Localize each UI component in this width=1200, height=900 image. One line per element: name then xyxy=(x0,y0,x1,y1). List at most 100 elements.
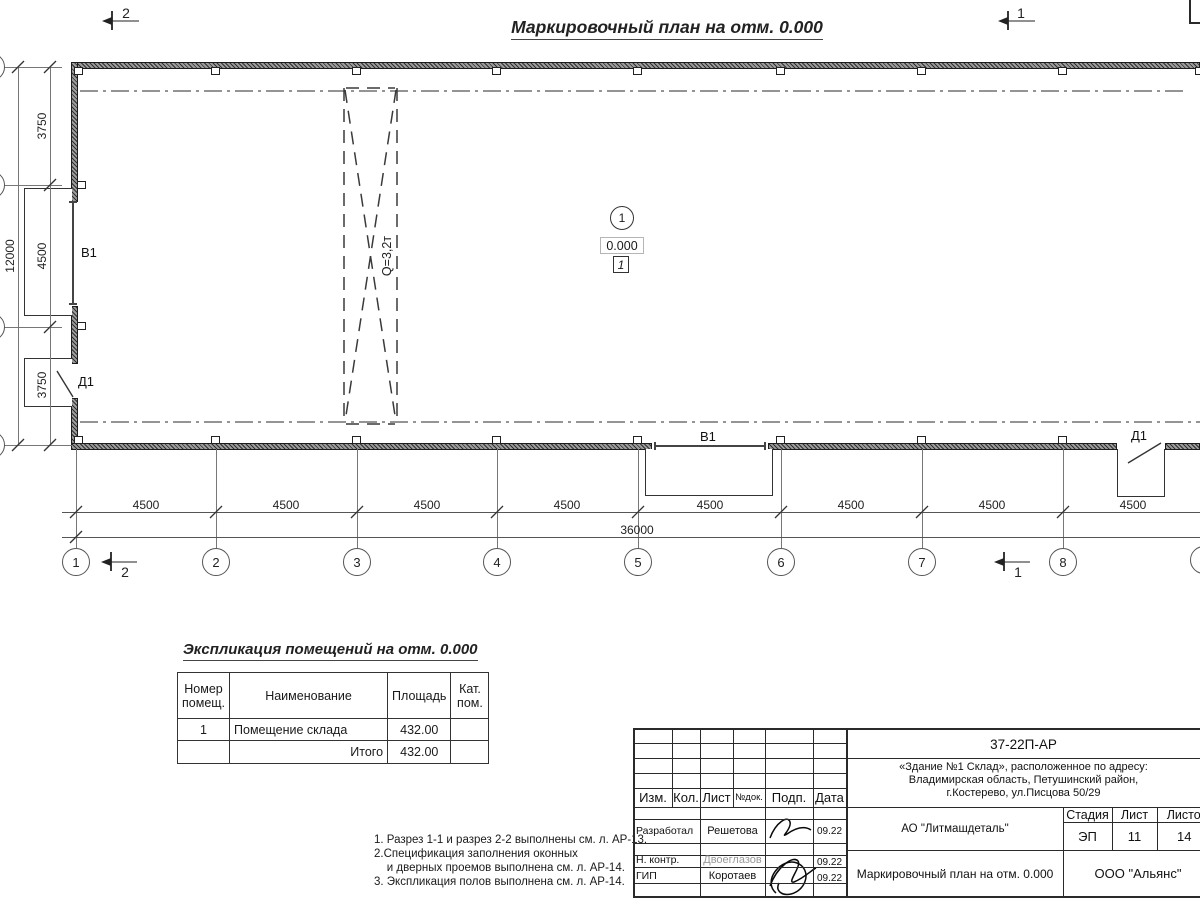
axis-number: 6 xyxy=(777,554,785,570)
col-header-category: Кат. пом. xyxy=(450,672,490,719)
pilaster xyxy=(1195,67,1200,75)
cell-room-category xyxy=(450,718,490,741)
gate-left-leaf xyxy=(72,203,74,304)
axis-number: 8 xyxy=(1059,554,1067,570)
col-header-number: Номер помещ. xyxy=(176,672,231,719)
wall-left-middle xyxy=(71,306,78,364)
col-ndoc: №док. xyxy=(735,792,763,803)
pilaster xyxy=(633,67,642,75)
axis-number: 1 xyxy=(72,554,80,570)
note-line: 2.Спецификация заполнения оконных xyxy=(374,848,578,861)
axis-line-2 xyxy=(216,449,217,548)
explication-table: Номер помещ. Наименование Площадь Кат. п… xyxy=(176,672,490,764)
cell-room-number: 1 xyxy=(176,718,231,741)
dim-left-1: 4500 xyxy=(35,242,49,270)
gate-left-cap-top xyxy=(69,201,77,203)
dim-bay-0: 4500 xyxy=(132,498,160,512)
titleblock-line xyxy=(733,728,734,807)
titleblock-line xyxy=(1112,807,1113,850)
dimension-line-bays xyxy=(62,512,1200,513)
titleblock-line xyxy=(700,728,701,897)
gate-left-label: В1 xyxy=(81,245,97,260)
axis-number: 3 xyxy=(353,554,361,570)
gate-left-apron xyxy=(24,188,72,316)
gate-left-cap-bottom xyxy=(69,303,77,305)
section-arrows xyxy=(101,11,1035,571)
cutoff-fragment-line xyxy=(1189,22,1200,24)
axis-number: 7 xyxy=(918,554,926,570)
name-developer: Решетова xyxy=(707,825,758,837)
pilaster xyxy=(77,181,86,189)
elevation-value: 0.000 xyxy=(600,237,644,254)
section-mark-1-top: 1 xyxy=(1017,5,1025,21)
gate-bottom-cap-right xyxy=(764,442,766,450)
date-ncontrol: 09.22 xyxy=(816,856,843,868)
extension-line xyxy=(2,327,62,328)
cell-total-area: 432.00 xyxy=(387,740,452,764)
extension-line xyxy=(2,445,72,446)
sheets-value: 14 xyxy=(1177,828,1192,844)
door-bottom-label: Д1 xyxy=(1131,428,1148,443)
axis-circle-row xyxy=(0,313,5,341)
col-list: Лист xyxy=(702,790,731,805)
cell-room-area: 432.00 xyxy=(387,718,452,741)
cell-total-label: Итого xyxy=(229,740,389,764)
sheets-label: Листов xyxy=(1166,807,1200,822)
cell-room-name: Помещение склада xyxy=(229,718,389,741)
address-line-2: Владимирская область, Петушинский район, xyxy=(908,774,1139,786)
col-podp: Подп. xyxy=(771,790,807,805)
note-line: и дверных проемов выполнена см. л. АР-14… xyxy=(374,862,625,875)
gate-bottom-cap-left xyxy=(654,442,656,450)
pilaster xyxy=(1058,436,1067,444)
axis-line-5 xyxy=(638,449,639,548)
stage-label: Стадия xyxy=(1066,807,1109,822)
sheet-title: Маркировочный план на отм. 0.000 xyxy=(856,866,1054,881)
notes-block: 1. Разрез 1-1 и разрез 2-2 выполнены см.… xyxy=(374,833,647,889)
company-name: ООО "Альянс" xyxy=(1094,866,1182,881)
dim-bay-3: 4500 xyxy=(553,498,581,512)
client-name: АО "Литмашдеталь" xyxy=(901,822,1009,835)
titleblock-border xyxy=(633,728,1200,730)
dim-bay-5: 4500 xyxy=(837,498,865,512)
pilaster xyxy=(74,67,83,75)
titleblock-line xyxy=(633,819,847,820)
pilaster xyxy=(352,67,361,75)
gate-bottom-apron xyxy=(645,449,773,496)
axis-circle-4: 4 xyxy=(483,548,511,576)
titleblock-line xyxy=(633,807,1200,808)
document-number: 37-22П-АР xyxy=(990,736,1057,752)
axis-circle-6: 6 xyxy=(767,548,795,576)
titleblock-line xyxy=(765,728,766,897)
role-developer: Разработал xyxy=(636,825,694,837)
pilaster xyxy=(633,436,642,444)
pilaster xyxy=(352,436,361,444)
col-kol: Кол. xyxy=(673,790,699,805)
axis-line-7 xyxy=(922,449,923,548)
stage-value: ЭП xyxy=(1078,828,1097,844)
gate-bottom-label: В1 xyxy=(700,429,716,444)
explication-header-row: Номер помещ. Наименование Площадь Кат. п… xyxy=(176,672,490,719)
dim-bay-6: 4500 xyxy=(978,498,1006,512)
titleblock-line xyxy=(1063,807,1064,897)
titleblock-line xyxy=(633,743,847,744)
gate-bottom-leaf xyxy=(655,445,765,447)
titleblock-line xyxy=(633,788,847,789)
role-ncontrol: Н. контр. xyxy=(636,854,680,866)
pilaster xyxy=(917,67,926,75)
name-gip: Коротаев xyxy=(708,870,757,882)
axis-circle-1: 1 xyxy=(62,548,90,576)
crane-capacity-label: Q=3,2т xyxy=(380,235,394,277)
titleblock-line xyxy=(847,850,1200,851)
axis-circle-row xyxy=(0,171,5,199)
sheet-label: Лист xyxy=(1120,807,1149,822)
pilaster xyxy=(492,436,501,444)
axis-circle-7: 7 xyxy=(908,548,936,576)
pilaster xyxy=(211,436,220,444)
note-line: 1. Разрез 1-1 и разрез 2-2 выполнены см.… xyxy=(374,834,648,846)
door-bottom-apron xyxy=(1117,449,1165,497)
dimension-line-left xyxy=(50,67,51,445)
date-gip: 09.22 xyxy=(816,872,843,884)
dimension-line-total xyxy=(62,537,1200,538)
pilaster xyxy=(917,436,926,444)
